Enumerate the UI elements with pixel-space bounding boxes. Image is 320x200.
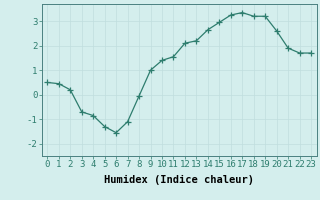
X-axis label: Humidex (Indice chaleur): Humidex (Indice chaleur) xyxy=(104,175,254,185)
